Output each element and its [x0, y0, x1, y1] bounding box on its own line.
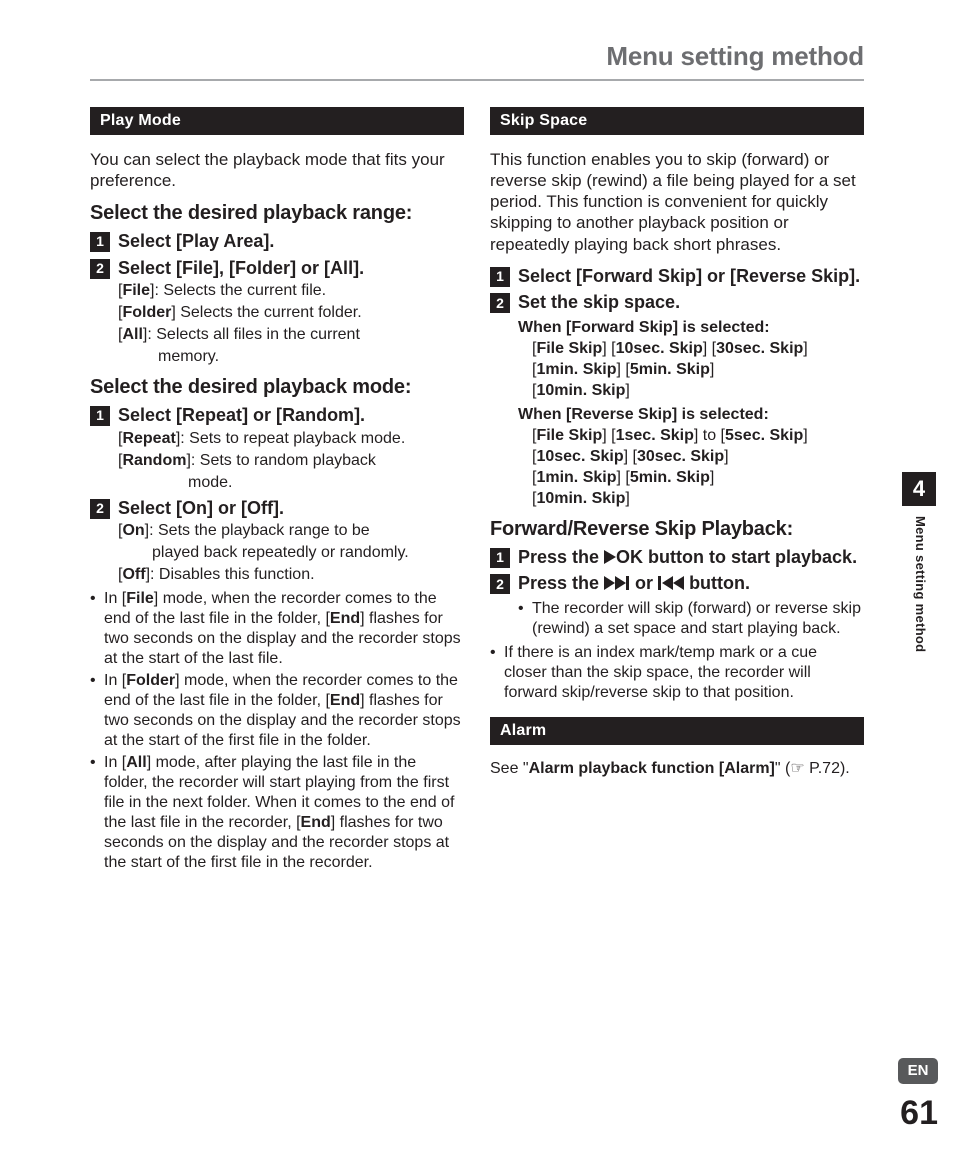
step-number: 2: [90, 259, 110, 279]
skip-space-intro: This function enables you to skip (forwa…: [490, 149, 864, 255]
step-label: Select [File], [Folder] or [All].: [118, 257, 364, 280]
step-number: 1: [490, 548, 510, 568]
step-set-skip: 2 Set the skip space.: [490, 291, 864, 314]
notes-list: In [File] mode, when the recorder comes …: [90, 589, 464, 873]
content-columns: Play Mode You can select the playback mo…: [90, 107, 864, 876]
manual-page: Menu setting method Play Mode You can se…: [0, 0, 954, 1158]
def-random-cont: mode.: [188, 473, 464, 493]
def-on: [On]: Sets the playback range to be: [118, 521, 464, 541]
play-mode-intro: You can select the playback mode that fi…: [90, 149, 464, 192]
def-all-cont: memory.: [158, 347, 464, 367]
step-press-ok: 1 Press the OK button to start playback.: [490, 546, 864, 569]
when-forward: When [Forward Skip] is selected:: [518, 318, 864, 338]
step-press-skip: 2 Press the or button.: [490, 572, 864, 595]
play-icon: [604, 550, 616, 564]
note-file-mode: In [File] mode, when the recorder comes …: [90, 589, 464, 669]
page-number: 61: [900, 1092, 938, 1135]
language-badge: EN: [898, 1058, 938, 1084]
def-folder: [Folder] Selects the current folder.: [118, 303, 464, 323]
subhead-playback-mode: Select the desired playback mode:: [90, 375, 464, 400]
step-number: 2: [490, 293, 510, 313]
chapter-side-label: Menu setting method: [900, 516, 940, 716]
def-all: [All]: Selects all files in the current: [118, 325, 464, 345]
alarm-reference: See "Alarm playback function [Alarm]" (☞…: [490, 759, 864, 779]
step-number: 1: [490, 267, 510, 287]
reverse-options: [File Skip] [1sec. Skip] to [5sec. Skip]…: [532, 426, 864, 509]
bullet-skip-behavior: The recorder will skip (forward) or reve…: [518, 599, 864, 639]
step-play-area: 1 Select [Play Area].: [90, 230, 464, 253]
step-label: Press the or button.: [518, 572, 750, 595]
fast-forward-icon: [604, 576, 630, 590]
defs-range: [File]: Selects the current file. [Folde…: [118, 281, 464, 367]
subhead-skip-playback: Forward/Reverse Skip Playback:: [490, 517, 864, 542]
def-file: [File]: Selects the current file.: [118, 281, 464, 301]
step-number: 2: [490, 574, 510, 594]
title-rule: [90, 79, 864, 81]
step-label: Select [Repeat] or [Random].: [118, 404, 365, 427]
when-reverse: When [Reverse Skip] is selected:: [518, 405, 864, 425]
subhead-playback-range: Select the desired playback range:: [90, 201, 464, 226]
step-label: Press the OK button to start playback.: [518, 546, 857, 569]
def-off: [Off]: Disables this function.: [118, 565, 464, 585]
note-all-mode: In [All] mode, after playing the last fi…: [90, 753, 464, 873]
step-label: Select [On] or [Off].: [118, 497, 284, 520]
def-random: [Random]: Sets to random playback: [118, 451, 464, 471]
section-bar-skip-space: Skip Space: [490, 107, 864, 135]
defs-onoff: [On]: Sets the playback range to be play…: [118, 521, 464, 585]
step-select-skip: 1 Select [Forward Skip] or [Reverse Skip…: [490, 265, 864, 288]
defs-mode: [Repeat]: Sets to repeat playback mode. …: [118, 429, 464, 493]
skip-bullets-2: If there is an index mark/temp mark or a…: [490, 643, 864, 703]
step-label: Select [Play Area].: [118, 230, 274, 253]
def-on-cont: played back repeatedly or randomly.: [152, 543, 464, 563]
right-column: Skip Space This function enables you to …: [490, 107, 864, 876]
skip-bullets: The recorder will skip (forward) or reve…: [518, 599, 864, 639]
section-bar-play-mode: Play Mode: [90, 107, 464, 135]
step-on-off: 2 Select [On] or [Off].: [90, 497, 464, 520]
step-repeat-random: 1 Select [Repeat] or [Random].: [90, 404, 464, 427]
step-file-folder-all: 2 Select [File], [Folder] or [All].: [90, 257, 464, 280]
forward-options: [File Skip] [10sec. Skip] [30sec. Skip] …: [532, 339, 864, 401]
step-number: 2: [90, 499, 110, 519]
step-number: 1: [90, 406, 110, 426]
bullet-index-mark: If there is an index mark/temp mark or a…: [490, 643, 864, 703]
chapter-tab: 4: [902, 472, 936, 506]
step-label: Select [Forward Skip] or [Reverse Skip].: [518, 265, 860, 288]
note-folder-mode: In [Folder] mode, when the recorder come…: [90, 671, 464, 751]
section-bar-alarm: Alarm: [490, 717, 864, 745]
page-title: Menu setting method: [90, 40, 864, 73]
def-repeat: [Repeat]: Sets to repeat playback mode.: [118, 429, 464, 449]
step-label: Set the skip space.: [518, 291, 680, 314]
step-number: 1: [90, 232, 110, 252]
left-column: Play Mode You can select the playback mo…: [90, 107, 464, 876]
rewind-icon: [658, 576, 684, 590]
